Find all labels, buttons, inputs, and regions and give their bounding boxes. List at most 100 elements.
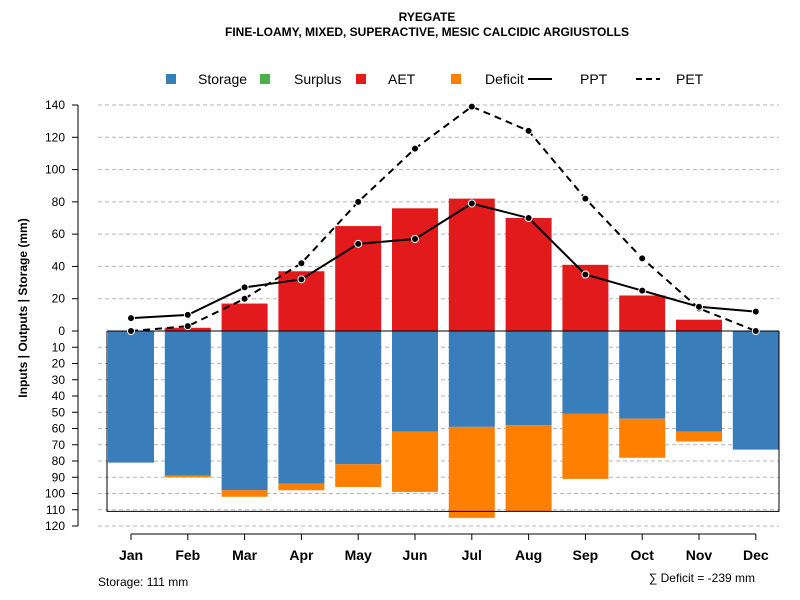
pet-line — [130, 105, 757, 332]
ppt-point — [240, 283, 249, 292]
deficit-bar — [619, 418, 666, 458]
pet-point — [467, 102, 476, 111]
legend-label-pet: PET — [676, 71, 704, 87]
y-tick-label: 0 — [58, 324, 65, 338]
x-tick-label: Jan — [119, 547, 143, 563]
y-axis: 0 20 40 60 80 100 120 140 10 20 30 40 50 60 70 80 90 100 1… — [45, 98, 79, 533]
legend: Storage Surplus AET Deficit PPT PET — [166, 71, 704, 87]
storage-bar — [335, 331, 382, 465]
legend-label-aet: AET — [388, 71, 416, 87]
y-tick-label: 80 — [52, 454, 66, 468]
x-tick-label: Feb — [175, 547, 200, 563]
deficit-bar — [505, 425, 552, 512]
storage-bar — [619, 331, 666, 419]
ppt-point — [638, 286, 647, 295]
y-tick-label: 20 — [52, 292, 66, 306]
y-tick-label: 120 — [45, 519, 65, 533]
deficit-bar — [164, 475, 211, 478]
ppt-point — [297, 275, 306, 284]
aet-bar — [221, 303, 268, 331]
legend-label-deficit: Deficit — [485, 71, 524, 87]
y-tick-label: 40 — [52, 259, 66, 273]
aet-bar — [505, 218, 552, 331]
storage-bar — [448, 331, 495, 427]
ppt-point — [354, 239, 363, 248]
aet-bar — [676, 319, 722, 331]
x-tick-label: Mar — [232, 547, 257, 563]
y-tick-label: 10 — [52, 340, 66, 354]
y-tick-label: 70 — [52, 438, 66, 452]
ppt-line — [130, 202, 756, 320]
pet-point — [183, 322, 192, 331]
x-tick-label: Sep — [573, 547, 599, 563]
gridlines — [98, 104, 779, 527]
pet-point — [297, 259, 306, 268]
y-tick-label: 140 — [45, 98, 65, 112]
storage-capacity-note: Storage: 111 mm — [98, 575, 188, 589]
ppt-point — [524, 214, 533, 222]
ppt-point — [751, 307, 760, 316]
y-tick-label: 100 — [45, 487, 65, 501]
deficit-bar — [335, 464, 382, 487]
pet-point — [581, 194, 590, 203]
storage-capacity-box — [106, 331, 780, 512]
deficit-bar — [448, 426, 495, 518]
storage-bar — [732, 331, 779, 450]
x-tick-label: Apr — [289, 547, 314, 563]
legend-label-storage: Storage — [198, 71, 247, 87]
storage-bar — [505, 331, 552, 426]
y-tick-label: 90 — [52, 470, 66, 484]
storage-bar — [392, 331, 438, 432]
ppt-point — [411, 234, 419, 243]
pet-point — [411, 144, 419, 153]
storage-bar — [108, 331, 154, 463]
deficit-bar — [676, 431, 722, 442]
y-tick-label: 60 — [52, 227, 66, 241]
storage-bar — [676, 331, 722, 432]
y-tick-label: 40 — [52, 389, 66, 403]
ppt-point — [183, 310, 192, 319]
legend-swatch-surplus — [260, 74, 270, 84]
storage-bar — [164, 331, 211, 476]
axes-frame — [106, 330, 780, 512]
pet-point — [524, 126, 533, 135]
legend-label-ppt: PPT — [580, 71, 608, 87]
pet-point — [751, 327, 760, 335]
ppt-point — [467, 199, 476, 208]
y-tick-label: 120 — [45, 130, 65, 144]
deficit-bar — [278, 483, 325, 491]
ppt-point — [581, 270, 590, 279]
y-tick-label: 110 — [46, 503, 65, 517]
pet-point — [127, 327, 135, 335]
x-tick-label: Jun — [403, 547, 428, 563]
aet-bar — [619, 295, 666, 331]
storage-bar — [562, 331, 609, 414]
storage-bar — [278, 331, 325, 484]
deficit-bar — [562, 413, 609, 479]
aet-bar — [392, 208, 438, 331]
series-lines — [127, 102, 760, 335]
x-tick-label: Jul — [462, 547, 482, 563]
pet-point — [240, 294, 249, 303]
x-tick-label: Nov — [686, 547, 713, 563]
x-tick-label: Aug — [515, 547, 542, 563]
aet-bar — [448, 198, 495, 331]
x-axis: Jan Feb Mar Apr May Jun Jul Aug Sep Oct Nov Dec — [119, 533, 769, 563]
x-tick-label: Oct — [631, 547, 655, 563]
y-tick-label: 100 — [45, 163, 65, 177]
pet-point — [354, 197, 363, 206]
ppt-point — [127, 314, 135, 323]
y-axis-label: Inputs | Outputs | Storage (mm) — [16, 218, 30, 397]
legend-swatch-aet — [356, 74, 366, 84]
chart-subtitle: FINE-LOAMY, MIXED, SUPERACTIVE, MESIC CA… — [225, 25, 629, 39]
legend-swatch-storage — [166, 74, 176, 84]
legend-swatch-deficit — [451, 74, 461, 84]
y-tick-label: 20 — [52, 357, 66, 371]
y-tick-label: 30 — [52, 373, 66, 387]
pet-point — [638, 254, 647, 263]
ppt-point — [695, 302, 703, 311]
y-tick-label: 80 — [52, 195, 66, 209]
x-tick-label: May — [345, 547, 372, 563]
deficit-bar — [392, 431, 438, 492]
